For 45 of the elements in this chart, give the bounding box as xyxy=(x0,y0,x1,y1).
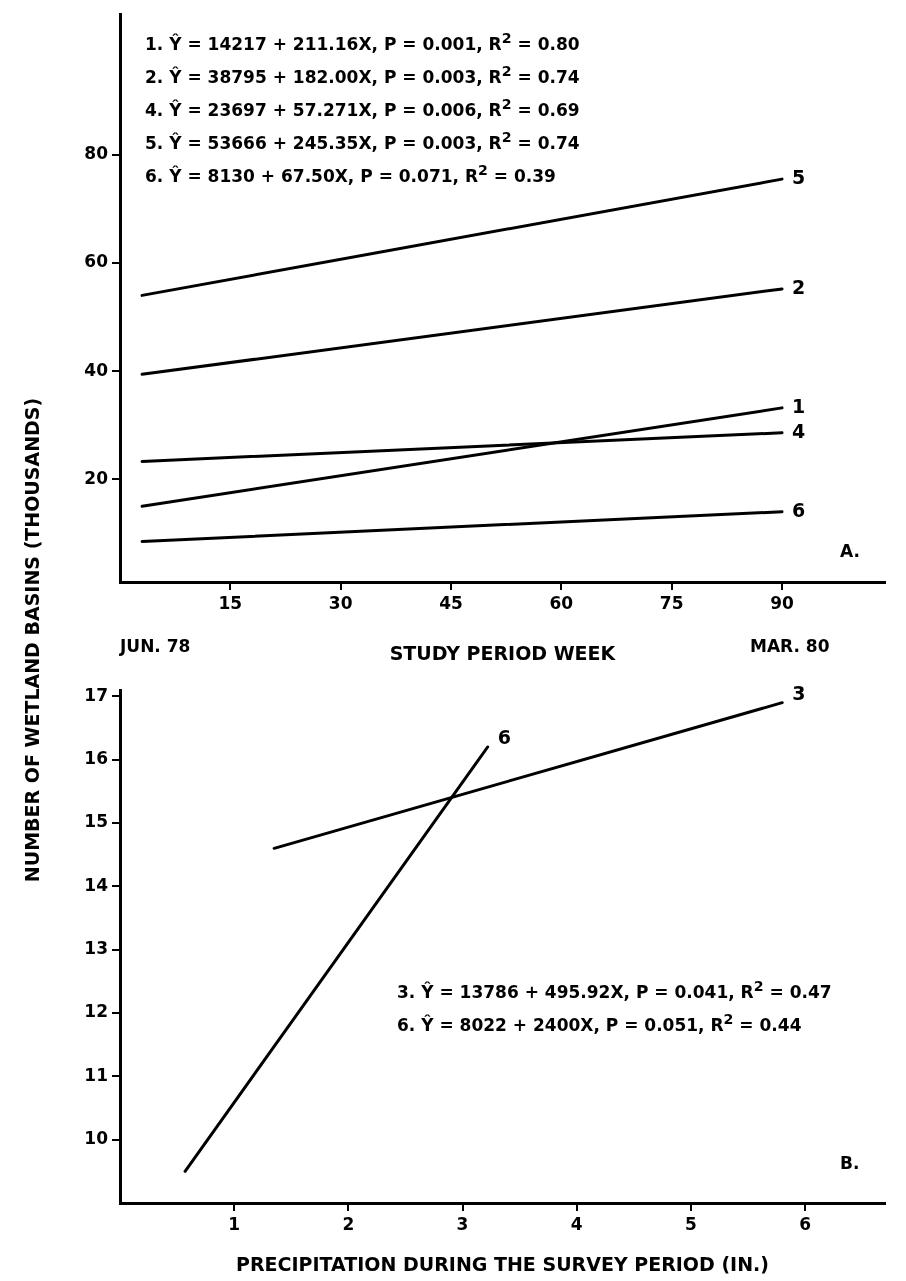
annotation: B. xyxy=(840,1152,860,1175)
annotation: 6. Ŷ = 8022 + 2400X, P = 0.051, R$^{2}$ = 0.44 xyxy=(397,1010,802,1037)
text: JUN. 78 xyxy=(120,635,191,658)
y-tick-label: 20 xyxy=(84,467,109,488)
x-axis-title: PRECIPITATION DURING THE SURVEY PERIOD (IN.) xyxy=(236,1252,769,1275)
text: MAR. 80 xyxy=(750,635,830,658)
series-label: 1 xyxy=(792,394,806,417)
annotation: 3. Ŷ = 13786 + 495.92X, P = 0.041, R$^{2}$ = 0.47 xyxy=(397,977,832,1004)
y-tick-label: 13 xyxy=(84,938,108,959)
x-tick-label: 6 xyxy=(799,1213,811,1234)
annotation: A. xyxy=(840,540,860,563)
x-axis-title: STUDY PERIOD WEEK xyxy=(389,641,617,664)
series-label: 6 xyxy=(497,725,511,748)
y-tick-label: 60 xyxy=(84,251,109,272)
y-tick-label: 15 xyxy=(84,811,108,832)
x-tick-label: 75 xyxy=(659,592,684,613)
x-tick-label: 3 xyxy=(456,1213,469,1234)
y-tick-label: 16 xyxy=(84,748,108,769)
annotation: 4. Ŷ = 23697 + 57.271X, P = 0.006, R$^{2}$ = 0.69 xyxy=(145,95,580,122)
y-tick-label: 10 xyxy=(84,1128,109,1149)
x-tick-label: 45 xyxy=(439,592,463,613)
y-tick-label: 40 xyxy=(84,359,109,380)
annotation: 1. Ŷ = 14217 + 211.16X, P = 0.001, R$^{2}$ = 0.80 xyxy=(145,29,580,56)
series-label: 5 xyxy=(792,166,806,189)
x-tick-label: 90 xyxy=(770,592,795,613)
y-tick-label: 80 xyxy=(84,143,109,164)
series-label: 6 xyxy=(792,498,806,521)
x-tick-label: 30 xyxy=(328,592,353,613)
x-tick-label: 15 xyxy=(218,592,243,613)
x-tick-label: 4 xyxy=(570,1213,583,1234)
y-tick-label: 14 xyxy=(84,874,109,895)
x-tick-label: 2 xyxy=(342,1213,355,1234)
annotation: 2. Ŷ = 38795 + 182.00X, P = 0.003, R$^{2}$ = 0.74 xyxy=(145,62,580,89)
annotation: 6. Ŷ = 8130 + 67.50X, P = 0.071, R$^{2}$ = 0.39 xyxy=(145,161,556,188)
x-tick-label: 5 xyxy=(684,1213,697,1234)
annotation: 5. Ŷ = 53666 + 245.35X, P = 0.003, R$^{2}$ = 0.74 xyxy=(145,128,580,155)
x-tick-label: 60 xyxy=(549,592,574,613)
series-label: 2 xyxy=(792,275,806,298)
series-label: 4 xyxy=(792,419,806,442)
y-tick-label: 17 xyxy=(84,684,108,705)
series-label: 3 xyxy=(792,681,806,704)
x-tick-label: 1 xyxy=(228,1213,241,1234)
y-tick-label: 12 xyxy=(84,1001,108,1022)
y-axis-title: NUMBER OF WETLAND BASINS (THOUSANDS) xyxy=(21,397,44,883)
y-tick-label: 11 xyxy=(84,1064,108,1085)
